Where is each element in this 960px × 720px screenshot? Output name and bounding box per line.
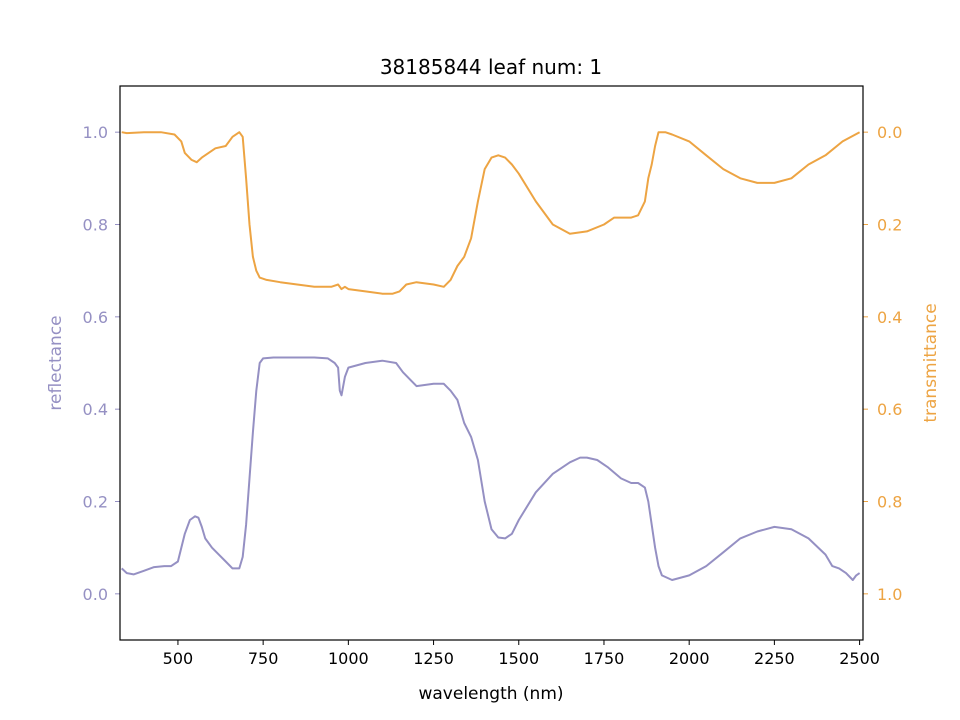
series-line-reflectance — [121, 356, 861, 581]
right-axis-label: transmittance — [921, 303, 941, 422]
right-tick-label: 0.0 — [877, 123, 902, 142]
x-tick-label: 1750 — [584, 649, 625, 668]
x-axis-label: wavelength (nm) — [418, 684, 563, 704]
right-axis-ticks: 0.0 0.2 0.4 0.6 0.8 1.0 — [863, 123, 902, 604]
left-axis-label: reflectance — [46, 315, 66, 410]
left-tick-label: 0.8 — [83, 216, 108, 235]
plot-frame — [119, 85, 864, 641]
chart-title: 38185844 leaf num: 1 — [380, 55, 602, 79]
right-tick-label: 0.8 — [877, 493, 902, 512]
x-tick-label: 2250 — [754, 649, 795, 668]
right-tick-label: 0.2 — [877, 216, 902, 235]
series-layer — [121, 131, 861, 581]
x-tick-label: 1500 — [498, 649, 539, 668]
x-tick-label: 1000 — [328, 649, 369, 668]
series-line-transmittance — [121, 131, 861, 295]
right-tick-label: 1.0 — [877, 585, 902, 604]
left-tick-label: 0.2 — [83, 493, 108, 512]
x-tick-label: 500 — [163, 649, 194, 668]
x-tick-label: 2500 — [839, 649, 880, 668]
right-tick-label: 0.4 — [877, 308, 902, 327]
x-tick-label: 750 — [248, 649, 279, 668]
x-axis-ticks: 500 750 1000 1250 1500 1750 2000 2250 2500 — [163, 640, 880, 668]
x-tick-label: 2000 — [669, 649, 710, 668]
left-tick-label: 0.0 — [83, 585, 108, 604]
x-tick-label: 1250 — [413, 649, 454, 668]
left-tick-label: 0.4 — [83, 400, 108, 419]
left-tick-label: 1.0 — [83, 123, 108, 142]
right-tick-label: 0.6 — [877, 400, 902, 419]
left-axis-ticks: 0.0 0.2 0.4 0.6 0.8 1.0 — [83, 123, 120, 604]
left-tick-label: 0.6 — [83, 308, 108, 327]
